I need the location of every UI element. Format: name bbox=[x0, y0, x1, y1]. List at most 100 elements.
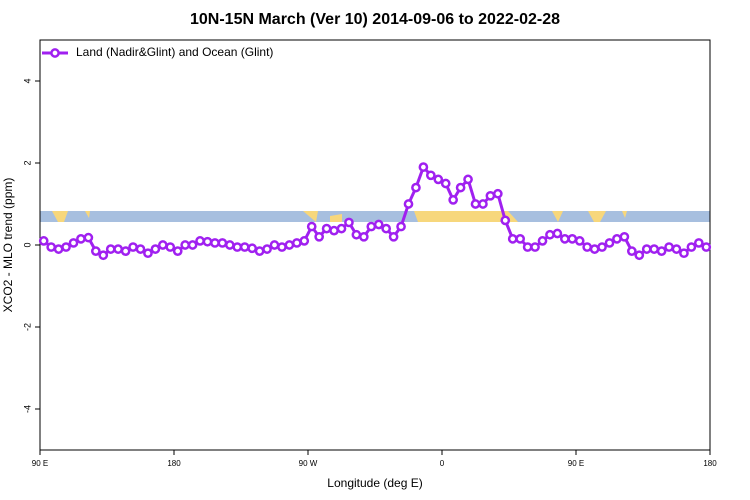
data-point bbox=[195, 236, 205, 246]
data-point bbox=[693, 238, 704, 248]
data-point bbox=[83, 232, 94, 243]
data-point bbox=[90, 246, 101, 256]
data-point bbox=[656, 246, 667, 256]
data-point bbox=[537, 236, 548, 246]
ocean-band bbox=[40, 211, 710, 222]
data-point bbox=[254, 246, 265, 256]
data-point bbox=[329, 225, 339, 236]
x-tick-label: 90 W bbox=[299, 459, 318, 468]
data-point bbox=[269, 240, 280, 250]
data-point bbox=[172, 246, 183, 256]
data-point bbox=[530, 242, 540, 252]
data-point bbox=[299, 236, 310, 246]
data-point bbox=[61, 242, 71, 252]
data-point bbox=[574, 236, 585, 246]
data-point bbox=[425, 170, 436, 181]
data-point bbox=[552, 228, 563, 239]
data-point bbox=[120, 246, 131, 256]
data-point bbox=[649, 244, 660, 254]
data-point bbox=[239, 242, 250, 252]
chart-title: 10N-15N March (Ver 10) 2014-09-06 to 202… bbox=[190, 11, 560, 28]
data-point bbox=[403, 199, 414, 209]
data-point bbox=[634, 250, 645, 261]
data-point bbox=[597, 242, 607, 252]
data-point bbox=[373, 219, 384, 230]
data-point bbox=[411, 182, 421, 193]
data-point bbox=[507, 234, 518, 244]
x-tick-label: 90 E bbox=[568, 459, 584, 468]
data-point bbox=[396, 221, 406, 232]
data-point bbox=[485, 190, 496, 201]
data-point bbox=[567, 234, 578, 244]
y-tick-label: -4 bbox=[22, 405, 32, 413]
data-point bbox=[641, 244, 652, 254]
data-point bbox=[135, 244, 146, 254]
data-point bbox=[314, 231, 325, 242]
data-point bbox=[46, 242, 57, 252]
data-point bbox=[604, 238, 615, 248]
surface-band bbox=[40, 211, 710, 222]
data-point bbox=[522, 242, 533, 252]
data-point bbox=[344, 217, 354, 228]
land-patches bbox=[52, 211, 627, 222]
data-point bbox=[105, 244, 116, 254]
data-point bbox=[500, 215, 511, 226]
data-point bbox=[388, 231, 399, 242]
data-point bbox=[664, 242, 674, 252]
data-point bbox=[612, 234, 622, 244]
y-tick-label: -2 bbox=[22, 323, 32, 331]
data-point bbox=[559, 234, 570, 244]
data-point bbox=[589, 244, 600, 254]
data-point bbox=[381, 223, 392, 234]
data-point bbox=[38, 236, 49, 246]
y-tick-label: 2 bbox=[22, 160, 32, 165]
data-point bbox=[262, 244, 272, 254]
data-point bbox=[150, 244, 161, 254]
data-point bbox=[478, 199, 488, 209]
data-point bbox=[701, 242, 712, 252]
data-point bbox=[284, 240, 295, 250]
data-point bbox=[232, 242, 243, 252]
data-point bbox=[321, 223, 332, 234]
data-point bbox=[68, 238, 79, 248]
data-point bbox=[336, 223, 347, 234]
data-point bbox=[53, 244, 64, 254]
data-point bbox=[463, 174, 473, 185]
data-point bbox=[291, 238, 302, 248]
data-point bbox=[455, 182, 466, 193]
data-point bbox=[448, 195, 459, 205]
x-tick-label: 90 E bbox=[32, 459, 48, 468]
data-point bbox=[224, 240, 235, 250]
data-point bbox=[157, 240, 168, 250]
data-point bbox=[128, 242, 138, 252]
y-axis-label: XCO2 - MLO trend (ppm) bbox=[1, 178, 15, 313]
data-point bbox=[217, 238, 228, 248]
x-tick-label: 180 bbox=[703, 459, 717, 468]
data-point bbox=[180, 240, 191, 250]
data-point bbox=[98, 250, 109, 261]
data-point bbox=[210, 238, 220, 248]
data-point bbox=[515, 234, 526, 244]
data-point bbox=[366, 221, 377, 232]
data-point bbox=[582, 242, 593, 252]
data-point bbox=[187, 240, 198, 250]
data-point bbox=[470, 199, 481, 209]
data-point bbox=[433, 174, 444, 185]
data-point bbox=[418, 162, 429, 172]
data-point bbox=[626, 246, 637, 256]
data-point bbox=[202, 236, 213, 247]
y-tick-label: 0 bbox=[22, 242, 32, 247]
data-point bbox=[351, 229, 362, 240]
data-point bbox=[358, 231, 369, 242]
data-point bbox=[247, 243, 258, 254]
legend: Land (Nadir&Glint) and Ocean (Glint) bbox=[42, 45, 273, 59]
data-point bbox=[76, 234, 86, 244]
legend-marker bbox=[50, 48, 60, 58]
data-point bbox=[492, 188, 503, 199]
data-point bbox=[679, 248, 689, 259]
x-axis-label: Longitude (deg E) bbox=[327, 476, 422, 490]
data-point bbox=[306, 221, 317, 232]
x-tick-label: 180 bbox=[167, 459, 181, 468]
data-point bbox=[113, 244, 124, 254]
